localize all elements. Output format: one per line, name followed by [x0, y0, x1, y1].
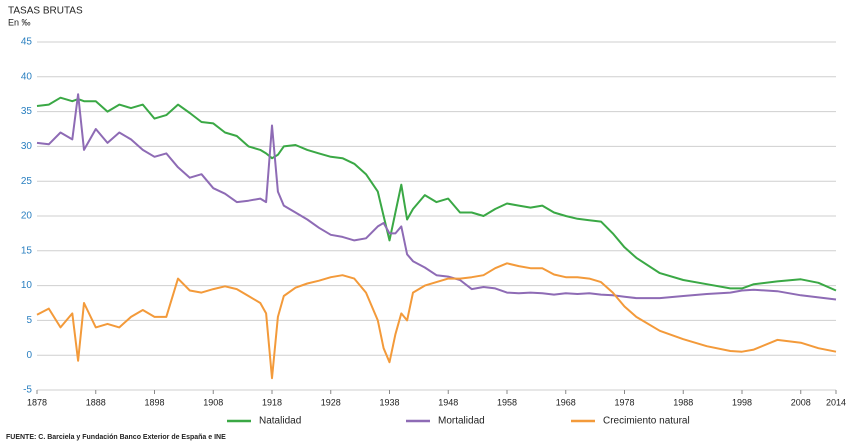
- y-tick-label: 15: [21, 245, 33, 256]
- x-tick-label: 1888: [86, 397, 106, 407]
- x-tick-label: 1938: [379, 397, 399, 407]
- y-tick-label: 0: [26, 350, 32, 361]
- x-tick-label: 1958: [497, 397, 517, 407]
- y-tick-label: 45: [21, 37, 33, 48]
- series-line: [36, 262, 837, 380]
- x-tick-label: 1948: [438, 397, 458, 407]
- x-tick-label: 2008: [791, 397, 811, 407]
- x-tick-label: 1988: [673, 397, 693, 407]
- x-tick-label: 1928: [321, 397, 341, 407]
- y-tick-label: 35: [21, 106, 33, 117]
- x-tick-label: 1908: [203, 397, 223, 407]
- y-tick-label: 40: [21, 71, 33, 82]
- y-tick-label: 5: [26, 315, 32, 326]
- y-tick-label: 10: [21, 280, 33, 291]
- series-line: [36, 93, 837, 301]
- x-tick-label: 1898: [144, 397, 164, 407]
- x-tick-label: 2014: [826, 397, 846, 407]
- x-tick-label: 1978: [614, 397, 634, 407]
- x-tick-label: 1918: [262, 397, 282, 407]
- y-tick-label: 20: [21, 211, 33, 222]
- y-tick-label: 30: [21, 141, 33, 152]
- legend-label: Natalidad: [259, 416, 301, 427]
- x-tick-label: 1878: [27, 397, 47, 407]
- legend-label: Mortalidad: [438, 416, 485, 427]
- x-tick-label: 1998: [732, 397, 752, 407]
- series-line: [36, 96, 837, 292]
- x-tick-label: 1968: [556, 397, 576, 407]
- source-note: FUENTE: C. Barciela y Fundación Banco Ex…: [6, 434, 226, 441]
- y-tick-label: 25: [21, 176, 33, 187]
- legend-label: Crecimiento natural: [603, 416, 690, 427]
- chart-subtitle: En ‰: [8, 17, 31, 27]
- chart-title: TASAS BRUTAS: [8, 6, 83, 17]
- y-tick-label: -5: [23, 385, 32, 396]
